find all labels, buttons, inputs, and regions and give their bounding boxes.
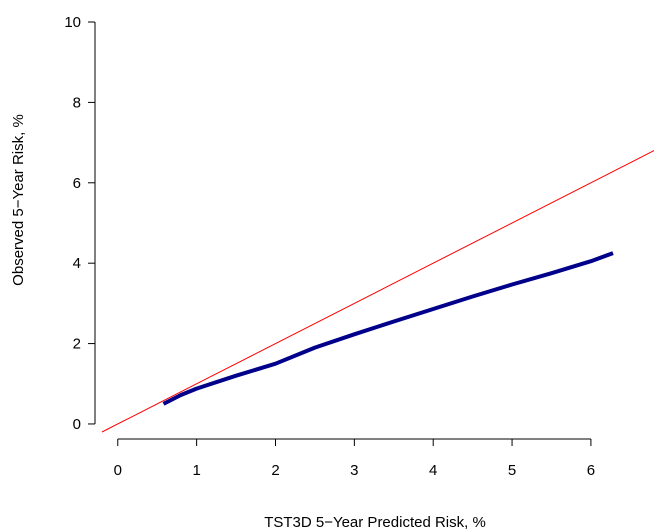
y-axis-title: Observed 5−Year Risk, % [10, 114, 27, 286]
x-tick-label: 0 [114, 462, 122, 479]
y-tick-label: 6 [73, 175, 81, 192]
plot-area [101, 150, 655, 433]
x-tick-label: 5 [508, 462, 516, 479]
x-tick-label: 3 [350, 462, 358, 479]
y-tick-label: 10 [64, 14, 81, 31]
y-tick-label: 0 [73, 416, 81, 433]
x-tick-label: 2 [271, 462, 279, 479]
y-axis: 0 2 4 6 8 10 [64, 14, 96, 433]
x-tick-label: 6 [587, 462, 595, 479]
y-tick-label: 4 [73, 255, 81, 272]
x-axis: 0 1 2 3 4 5 6 [114, 438, 595, 479]
reference-line [101, 150, 655, 433]
calibration-curve [162, 251, 614, 406]
x-tick-label: 1 [192, 462, 200, 479]
x-axis-title: TST3D 5−Year Predicted Risk, % [264, 514, 486, 531]
x-tick-label: 4 [429, 462, 437, 479]
y-tick-label: 8 [73, 94, 81, 111]
y-tick-label: 2 [73, 336, 81, 353]
